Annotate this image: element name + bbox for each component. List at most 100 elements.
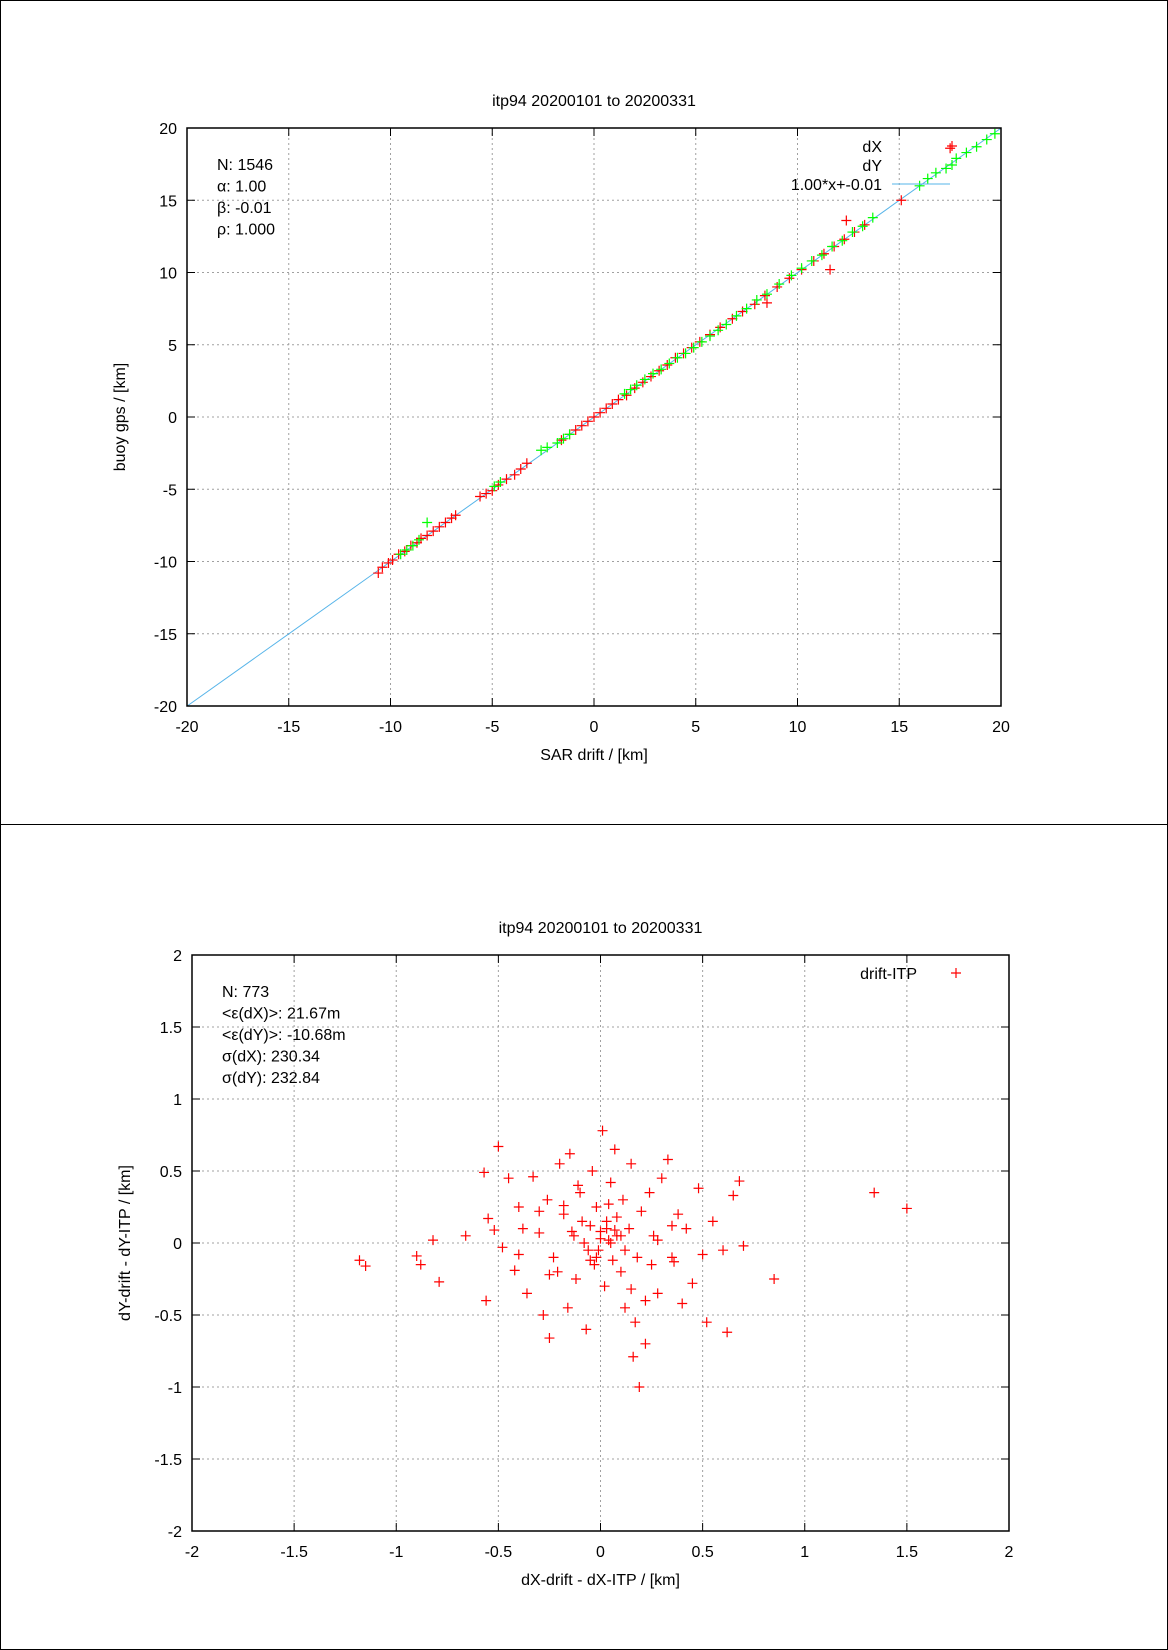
data-point — [847, 227, 858, 238]
chart-panel-drift-comparison: itp94 20200101 to 20200331 -20 -15 -10 -5 0 5 1… — [0, 0, 1168, 825]
data-point — [487, 485, 498, 496]
y-tick-label: 0.5 — [160, 1164, 182, 1181]
data-point — [360, 1261, 371, 1272]
legend-label: drift-ITP — [860, 966, 917, 983]
y-tick-label: -1 — [168, 1380, 182, 1397]
data-point — [615, 1266, 626, 1277]
y-tick-label: 1.5 — [160, 1020, 182, 1037]
chart-title: itp94 20200101 to 20200331 — [492, 93, 696, 110]
chart-panel-drift-error: itp94 20200101 to 20200331 -2 -1.5 -1 -0.5 0 0… — [0, 824, 1168, 1650]
x-tick-label: 0 — [596, 1544, 605, 1561]
data-point — [422, 530, 433, 541]
data-point — [620, 1302, 631, 1313]
data-point — [707, 1216, 718, 1227]
data-point — [599, 1281, 610, 1292]
data-point — [581, 1324, 592, 1335]
stats-text: σ(dY): 232.84 — [222, 1070, 320, 1087]
y-tick-label: -15 — [154, 627, 177, 644]
legend-marker — [951, 968, 961, 978]
data-point — [841, 215, 852, 226]
data-point — [483, 1213, 494, 1224]
data-point — [601, 403, 612, 414]
y-tick-label: -20 — [154, 699, 177, 716]
data-point — [680, 348, 691, 359]
y-tick-label: -0.5 — [154, 1308, 182, 1325]
x-tick-label: -5 — [485, 719, 499, 736]
data-point — [407, 540, 418, 551]
data-point — [664, 358, 675, 369]
legend-marker — [947, 141, 957, 151]
data-point — [857, 221, 868, 232]
x-tick-label: -2 — [185, 1544, 199, 1561]
data-point — [731, 310, 742, 321]
data-point — [554, 1158, 565, 1169]
x-axis-label: dX-drift - dX-ITP / [km] — [521, 1572, 680, 1589]
y-tick-label: 1 — [173, 1092, 182, 1109]
data-point — [564, 1148, 575, 1159]
data-point — [413, 534, 424, 545]
data-point — [617, 1194, 628, 1205]
scatter-chart-svg: itp94 20200101 to 20200331 -2 -1.5 -1 -0.5 0 0… — [117, 920, 1014, 1589]
data-point — [573, 1180, 584, 1191]
data-point — [859, 219, 870, 230]
data-point — [715, 322, 726, 333]
data-point — [509, 469, 520, 480]
data-point — [534, 1206, 545, 1217]
data-point — [450, 510, 461, 521]
data-point — [631, 380, 642, 391]
data-point — [648, 368, 659, 379]
data-point — [428, 526, 439, 537]
x-tick-label: -1.5 — [280, 1544, 308, 1561]
data-point — [534, 1227, 545, 1238]
data-point — [489, 481, 500, 492]
data-point — [544, 1333, 555, 1344]
data-point — [869, 1187, 880, 1198]
data-point — [566, 1226, 577, 1237]
data-point — [914, 180, 925, 191]
data-point — [721, 319, 732, 330]
data-point — [693, 1183, 704, 1194]
data-point — [475, 491, 486, 502]
data-point — [440, 517, 451, 528]
data-point — [625, 384, 636, 395]
data-point — [672, 352, 683, 363]
data-point — [922, 173, 933, 184]
data-point — [509, 1265, 520, 1276]
y-axis-label: dY-drift - dY-ITP / [km] — [117, 1165, 134, 1321]
data-point — [666, 1220, 677, 1231]
data-point — [595, 1233, 606, 1244]
data-point — [542, 1194, 553, 1205]
data-point — [677, 1298, 688, 1309]
data-point — [497, 1242, 508, 1253]
data-point — [662, 1154, 673, 1165]
data-point — [761, 297, 772, 308]
data-point — [422, 517, 433, 528]
y-tick-label: -2 — [168, 1524, 182, 1541]
data-point — [605, 1238, 616, 1248]
data-point — [501, 474, 512, 485]
data-point — [696, 336, 707, 347]
data-point — [688, 342, 699, 353]
data-point — [837, 235, 848, 246]
plot-area-border — [191, 954, 1010, 1532]
data-point — [945, 143, 956, 154]
data-point — [741, 303, 752, 314]
data-point — [666, 1252, 677, 1263]
stats-text: α: 1.00 — [217, 179, 266, 196]
stats-text: β: -0.01 — [217, 200, 272, 217]
data-point — [816, 250, 827, 261]
data-point — [603, 1199, 614, 1210]
y-tick-label: 10 — [159, 266, 177, 283]
data-point — [825, 264, 836, 275]
data-point — [867, 212, 878, 223]
data-point — [636, 1206, 647, 1217]
data-point — [605, 1177, 616, 1188]
data-point — [503, 1173, 514, 1184]
data-point — [930, 167, 941, 178]
data-point — [387, 555, 398, 566]
data-point — [479, 1167, 490, 1178]
y-tick-label: 5 — [168, 338, 177, 355]
data-point — [738, 1240, 749, 1251]
x-tick-label: -10 — [379, 719, 402, 736]
data-point — [576, 420, 587, 431]
